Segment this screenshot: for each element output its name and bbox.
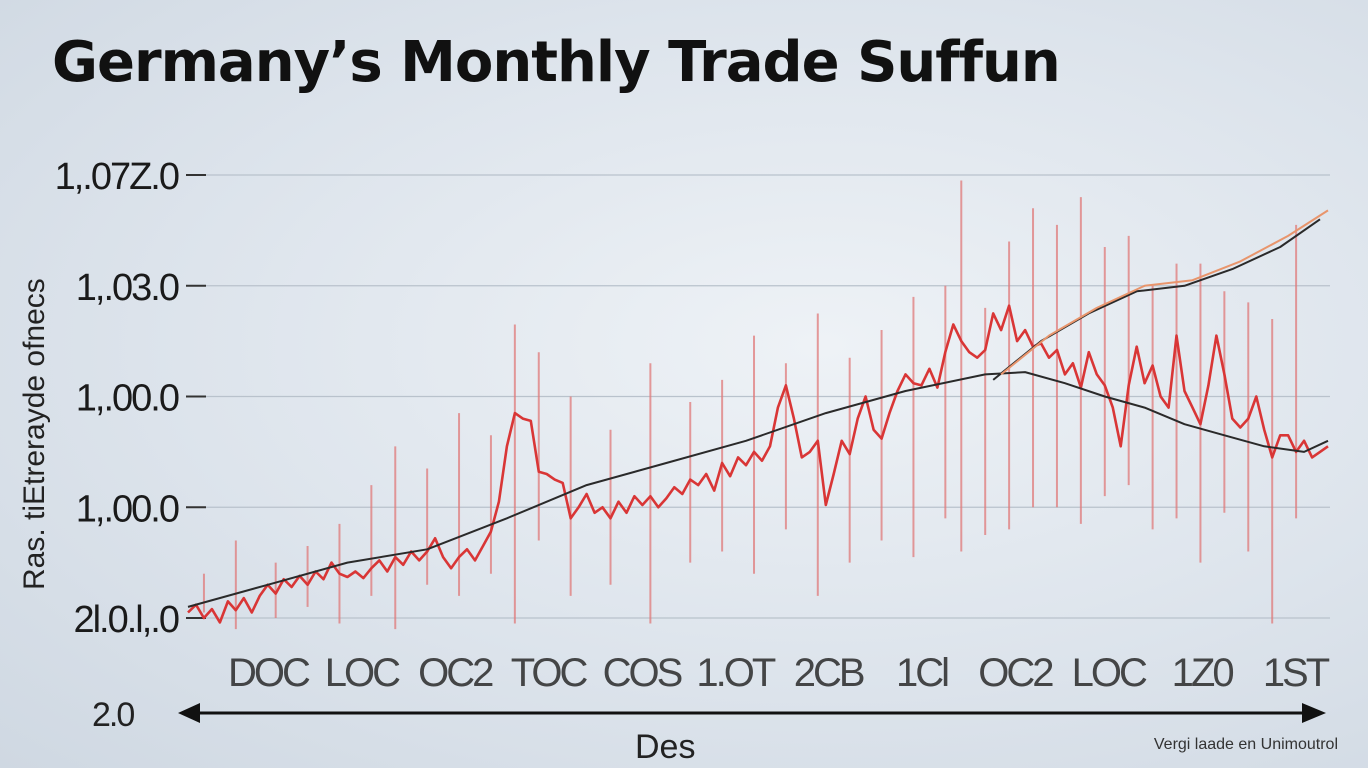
x-tick-label: OC2	[418, 651, 493, 695]
x-tick-label: OC2	[978, 651, 1053, 695]
x-tick-label: DOC	[228, 651, 310, 695]
series-line-trend	[187, 371, 1329, 608]
chart-title: Germany’s Monthly Trade Suffun	[52, 30, 1061, 95]
y-tick-label: 1,.07Z.0	[55, 156, 179, 198]
y-tick-label: 1,.03.0	[76, 267, 179, 309]
series-lines	[187, 209, 1329, 624]
spike-bars	[202, 180, 1298, 630]
source-note: Vergi laade en Unimoutrol	[1153, 736, 1338, 753]
y-tick-label: 2l.0.l,.0	[73, 599, 178, 641]
left-arrow-icon	[178, 703, 200, 723]
x-tick-label: LOC	[1072, 651, 1147, 695]
x-tick-label: 1Cl	[896, 651, 948, 695]
y-tick-label: 1,.00.0	[76, 488, 179, 530]
series-line-forecast	[1000, 209, 1329, 376]
series-line-volatile	[187, 304, 1329, 624]
x-tick-label: 1ST	[1263, 651, 1330, 695]
y-tick-label: 1,.00.0	[76, 378, 179, 420]
x-tick-label: 2CB	[794, 651, 864, 695]
x-axis-label: Des	[635, 728, 696, 766]
right-arrow-icon	[1302, 703, 1326, 723]
x-tick-label: TOC	[511, 651, 588, 695]
x-tick-label: LOC	[325, 651, 400, 695]
x-axis-start-label: 2.0	[92, 696, 135, 734]
x-ticks: DOC LOC OC2 TOC COS 1.OT 2CB 1Cl OC2 LOC 1Z0 1ST	[228, 651, 1333, 695]
gridlines	[188, 174, 1330, 619]
y-ticks: 1,.07Z.0 1,.03.0 1,.00.0 1,.00.0 2l.0.l,.0	[55, 156, 206, 641]
x-axis-arrow	[178, 703, 1326, 723]
x-tick-label: COS	[603, 651, 682, 695]
series-line-trend-upper	[992, 218, 1321, 381]
x-tick-label: 1Z0	[1172, 651, 1234, 695]
x-tick-label: 1.OT	[696, 651, 775, 695]
